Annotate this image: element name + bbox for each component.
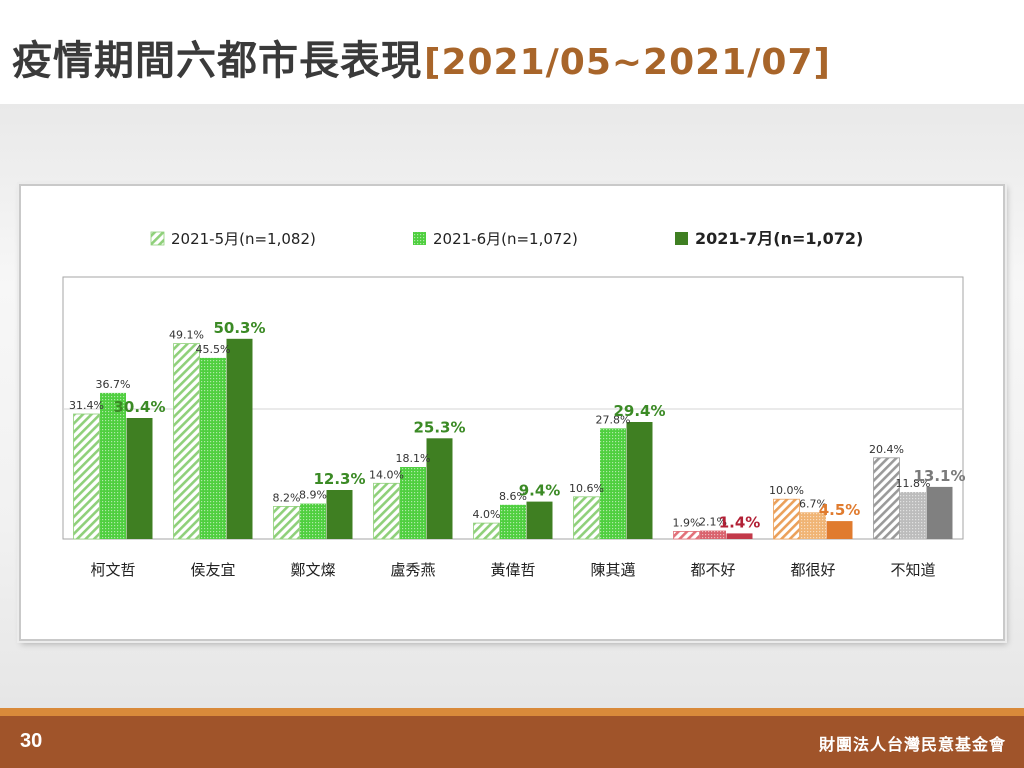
bar-0-2 bbox=[126, 418, 153, 539]
title-text: 疫情期間六都市長表現 bbox=[12, 38, 422, 84]
data-label-0-2: 30.4% bbox=[113, 398, 165, 416]
bar-5-2 bbox=[626, 422, 653, 539]
category-label-4: 黃偉哲 bbox=[490, 561, 535, 579]
data-label-7-0: 10.0% bbox=[769, 484, 804, 497]
data-label-2-0: 8.2% bbox=[273, 491, 301, 504]
data-label-8-2: 13.1% bbox=[913, 467, 965, 485]
category-label-1: 侯友宜 bbox=[190, 561, 235, 579]
legend-swatch-0 bbox=[150, 231, 165, 246]
data-label-7-1: 6.7% bbox=[799, 497, 827, 510]
bar-3-1 bbox=[400, 467, 426, 539]
data-label-3-2: 25.3% bbox=[413, 418, 465, 436]
bar-8-2 bbox=[926, 486, 953, 539]
data-label-4-1: 8.6% bbox=[499, 490, 527, 503]
data-label-3-1: 18.1% bbox=[396, 452, 431, 465]
data-label-8-1: 11.8% bbox=[896, 477, 931, 490]
data-label-5-0: 10.6% bbox=[569, 482, 604, 495]
legend-swatch-2 bbox=[675, 232, 688, 245]
bar-5-1 bbox=[600, 428, 626, 539]
bar-8-1 bbox=[900, 492, 926, 539]
bar-2-0 bbox=[273, 505, 300, 540]
category-label-2: 鄭文燦 bbox=[290, 561, 335, 579]
title-period: [2021/05~2021/07] bbox=[424, 42, 831, 83]
data-label-1-2: 50.3% bbox=[213, 319, 265, 337]
chart-frame: 2021-5月(n=1,082) 2021-6月(n=1,072) 2021-7月(… bbox=[19, 184, 1005, 641]
data-label-2-2: 12.3% bbox=[313, 470, 365, 488]
bar-6-2 bbox=[726, 533, 753, 539]
category-label-7: 都很好 bbox=[790, 561, 835, 579]
data-label-6-0: 1.9% bbox=[673, 516, 701, 529]
chart-legend: 2021-5月(n=1,082) 2021-6月(n=1,072) 2021-7月(… bbox=[150, 229, 863, 248]
bar-3-2 bbox=[426, 438, 453, 539]
category-label-3: 盧秀燕 bbox=[390, 561, 435, 579]
bar-7-1 bbox=[800, 512, 826, 539]
data-label-6-2: 1.4% bbox=[719, 513, 761, 531]
bar-6-1 bbox=[700, 530, 726, 539]
data-label-1-1: 45.5% bbox=[196, 343, 231, 356]
data-label-4-0: 4.0% bbox=[473, 508, 501, 521]
category-label-5: 陳其邁 bbox=[590, 561, 635, 579]
legend-swatch-1 bbox=[413, 232, 426, 245]
bar-7-2 bbox=[826, 521, 853, 539]
data-label-0-1: 36.7% bbox=[96, 378, 131, 391]
data-label-4-2: 9.4% bbox=[519, 482, 561, 500]
data-label-7-2: 4.5% bbox=[819, 501, 861, 519]
legend-label-0: 2021-5月(n=1,082) bbox=[171, 230, 316, 248]
bar-0-1 bbox=[100, 392, 126, 539]
bar-0-0 bbox=[73, 413, 100, 540]
data-label-1-0: 49.1% bbox=[169, 329, 204, 342]
data-label-3-0: 14.0% bbox=[369, 468, 404, 481]
data-label-5-2: 29.4% bbox=[613, 402, 665, 420]
bar-chart: 2021-5月(n=1,082) 2021-6月(n=1,072) 2021-7月(… bbox=[62, 229, 966, 579]
bar-1-0 bbox=[173, 343, 200, 540]
bar-1-1 bbox=[200, 357, 226, 539]
organization-name: 財團法人台灣民意基金會 bbox=[818, 735, 1006, 754]
bar-4-2 bbox=[526, 501, 553, 539]
category-label-0: 柯文哲 bbox=[90, 561, 135, 579]
chart-data-labels: 31.4% 36.7% 30.4% 49.1%45.5% 50.3% 8.2%8.9%12… bbox=[69, 319, 966, 532]
bar-1-2 bbox=[226, 338, 253, 539]
bar-5-0 bbox=[573, 496, 600, 540]
legend-label-1: 2021-6月(n=1,072) bbox=[433, 230, 578, 248]
footer-accent-stripe bbox=[0, 708, 1024, 716]
data-label-0-0: 31.4% bbox=[69, 399, 104, 412]
data-label-2-1: 8.9% bbox=[299, 489, 327, 502]
bar-4-0 bbox=[473, 522, 500, 540]
bar-6-0 bbox=[673, 530, 700, 540]
category-label-8: 不知道 bbox=[890, 561, 935, 579]
bar-7-0 bbox=[773, 498, 800, 540]
bar-8-0 bbox=[873, 457, 900, 540]
page-number: 30 bbox=[20, 730, 43, 752]
bar-3-0 bbox=[373, 482, 400, 540]
category-label-6: 都不好 bbox=[690, 561, 735, 579]
bar-2-1 bbox=[300, 503, 326, 539]
page-title: 疫情期間六都市長表現[2021/05~2021/07] bbox=[12, 28, 831, 86]
data-label-8-0: 20.4% bbox=[869, 443, 904, 456]
bar-2-2 bbox=[326, 490, 353, 539]
footer-bar: 30 財團法人台灣民意基金會 bbox=[0, 716, 1024, 768]
chart-bars bbox=[73, 338, 953, 540]
title-bar: 疫情期間六都市長表現[2021/05~2021/07] bbox=[0, 0, 1024, 104]
chart-category-labels: 柯文哲 侯友宜 鄭文燦 盧秀燕 黃偉哲 陳其邁 都不好 都很好 不知道 bbox=[90, 561, 935, 579]
legend-label-2: 2021-7月(n=1,072) bbox=[695, 229, 863, 248]
data-label-6-1: 2.1% bbox=[699, 516, 727, 529]
bar-4-1 bbox=[500, 504, 526, 539]
data-label-5-1: 27.8% bbox=[596, 413, 631, 426]
